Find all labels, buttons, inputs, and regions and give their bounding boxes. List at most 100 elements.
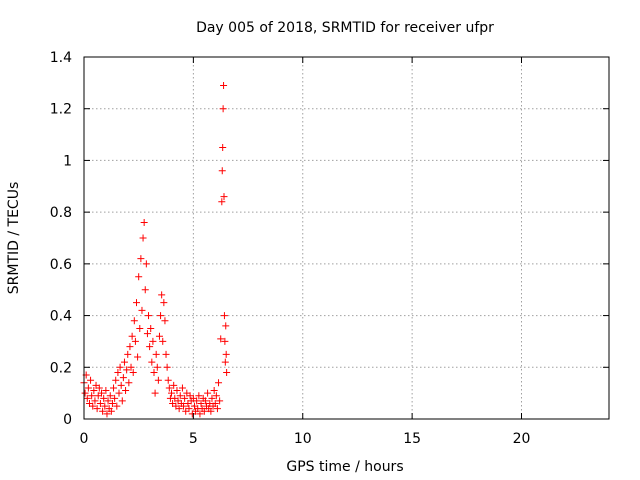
- data-point: [197, 399, 205, 407]
- data-point: [211, 399, 219, 407]
- data-point: [143, 330, 151, 338]
- data-point: [130, 317, 138, 325]
- data-point: [153, 363, 161, 371]
- y-tick-label: 0: [63, 412, 72, 428]
- data-point: [125, 379, 133, 387]
- plot-frame: [83, 56, 610, 420]
- data-point: [155, 332, 163, 340]
- data-point: [90, 387, 98, 395]
- data-point: [148, 358, 156, 366]
- data-point: [219, 144, 227, 151]
- data-point: [124, 350, 132, 358]
- data-point: [165, 384, 173, 392]
- data-point: [140, 218, 148, 226]
- data-point: [150, 368, 158, 376]
- data-point: [114, 368, 122, 376]
- data-point: [163, 363, 171, 371]
- data-point: [149, 337, 157, 345]
- y-tick-label: 0.2: [50, 360, 72, 376]
- data-point: [115, 389, 123, 397]
- data-point: [123, 366, 131, 374]
- data-point: [147, 325, 155, 332]
- y-tick-label: 1: [63, 153, 72, 169]
- y-tick-labels: 0 0.2 0.4 0.6 0.8 1 1.2 1.4: [50, 50, 72, 428]
- data-point: [158, 291, 166, 299]
- data-point: [108, 399, 116, 407]
- data-point: [170, 381, 178, 389]
- data-point: [106, 392, 114, 400]
- data-point: [136, 325, 144, 332]
- data-point: [221, 358, 229, 366]
- data-point: [104, 397, 112, 405]
- data-point: [131, 337, 139, 345]
- data-point: [161, 317, 169, 325]
- data-point: [107, 407, 115, 415]
- x-tick-label: 0: [80, 431, 89, 447]
- data-point: [196, 410, 204, 418]
- data-point: [142, 260, 150, 268]
- data-point: [193, 397, 201, 405]
- x-tick-label: 20: [513, 431, 531, 447]
- data-point: [127, 363, 135, 371]
- data-point: [204, 389, 212, 397]
- data-point: [113, 402, 121, 410]
- data-point: [99, 407, 107, 415]
- data-point: [134, 353, 142, 361]
- data-point: [222, 322, 230, 330]
- data-point: [213, 405, 221, 413]
- x-axis-label: GPS time / hours: [286, 459, 403, 475]
- data-point: [84, 384, 92, 392]
- data-point: [185, 405, 193, 413]
- y-tick-label: 0.8: [50, 205, 72, 221]
- data-point: [117, 381, 125, 389]
- data-point: [93, 405, 101, 413]
- y-tick-label: 1.2: [50, 102, 72, 118]
- data-point: [218, 198, 226, 206]
- data-point: [160, 299, 168, 307]
- data-point: [101, 402, 109, 410]
- x-tick-label: 15: [403, 431, 421, 447]
- data-point: [223, 368, 231, 376]
- data-point: [221, 337, 229, 345]
- data-point: [220, 193, 228, 201]
- data-point: [212, 392, 220, 400]
- data-point: [96, 399, 104, 407]
- data-point: [154, 376, 162, 384]
- data-point: [110, 384, 118, 392]
- data-point: [138, 306, 146, 314]
- data-point: [137, 255, 145, 263]
- data-point: [152, 350, 160, 358]
- data-point: [98, 389, 105, 397]
- data-point: [220, 312, 228, 320]
- data-point: [103, 410, 111, 418]
- data-point: [208, 394, 216, 402]
- data-point: [95, 384, 103, 392]
- data-point: [151, 389, 159, 397]
- data-point: [88, 392, 96, 400]
- data-point: [83, 394, 91, 402]
- data-point: [91, 397, 99, 405]
- data-point: [217, 335, 225, 343]
- data-point: [122, 387, 130, 395]
- data-point: [118, 397, 126, 405]
- data-point: [218, 167, 226, 175]
- data-point: [128, 332, 136, 340]
- data-points: [80, 81, 231, 418]
- y-tick-label: 0.6: [50, 257, 72, 273]
- data-point: [173, 387, 181, 395]
- data-point: [135, 273, 143, 281]
- data-point: [216, 397, 224, 405]
- data-point: [120, 358, 128, 366]
- data-point: [210, 387, 218, 395]
- data-point: [129, 368, 137, 376]
- data-point: [220, 81, 228, 89]
- data-point: [146, 343, 154, 351]
- data-point: [111, 394, 119, 402]
- grid-lines: [84, 57, 609, 419]
- data-point: [200, 407, 208, 415]
- data-point: [116, 363, 124, 371]
- data-point: [126, 343, 134, 351]
- y-axis-label: SRMTID / TECUs: [6, 182, 22, 295]
